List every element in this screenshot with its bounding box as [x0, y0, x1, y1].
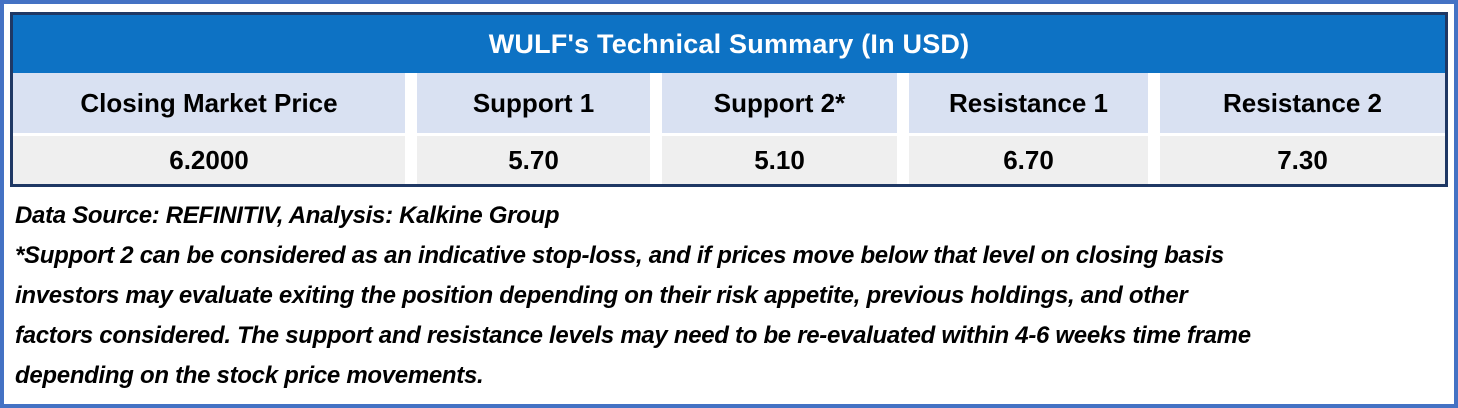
- table-grid: Closing Market Price Support 1 Support 2…: [13, 73, 1445, 184]
- value-cell-resistance-2: 7.30: [1160, 136, 1445, 184]
- header-cell-closing-market-price: Closing Market Price: [13, 73, 405, 133]
- value-cell-support-1: 5.70: [417, 136, 650, 184]
- disclaimer-line-3: factors considered. The support and resi…: [15, 322, 1251, 349]
- header-cell-support-1: Support 1: [417, 73, 650, 133]
- header-cell-resistance-2: Resistance 2: [1160, 73, 1445, 133]
- value-cell-support-2: 5.10: [662, 136, 897, 184]
- value-cell-resistance-1: 6.70: [909, 136, 1148, 184]
- footnotes: Data Source: REFINITIV, Analysis: Kalkin…: [15, 196, 1435, 396]
- data-source-line: Data Source: REFINITIV, Analysis: Kalkin…: [15, 202, 560, 229]
- disclaimer-line-4: depending on the stock price movements.: [15, 362, 484, 389]
- disclaimer-line-1: *Support 2 can be considered as an indic…: [15, 242, 1224, 269]
- header-cell-support-2: Support 2*: [662, 73, 897, 133]
- header-cell-resistance-1: Resistance 1: [909, 73, 1148, 133]
- technical-summary-table: WULF's Technical Summary (In USD) Closin…: [10, 12, 1448, 187]
- disclaimer-line-2: investors may evaluate exiting the posit…: [15, 282, 1188, 309]
- table-title: WULF's Technical Summary (In USD): [13, 15, 1445, 73]
- value-cell-closing-market-price: 6.2000: [13, 136, 405, 184]
